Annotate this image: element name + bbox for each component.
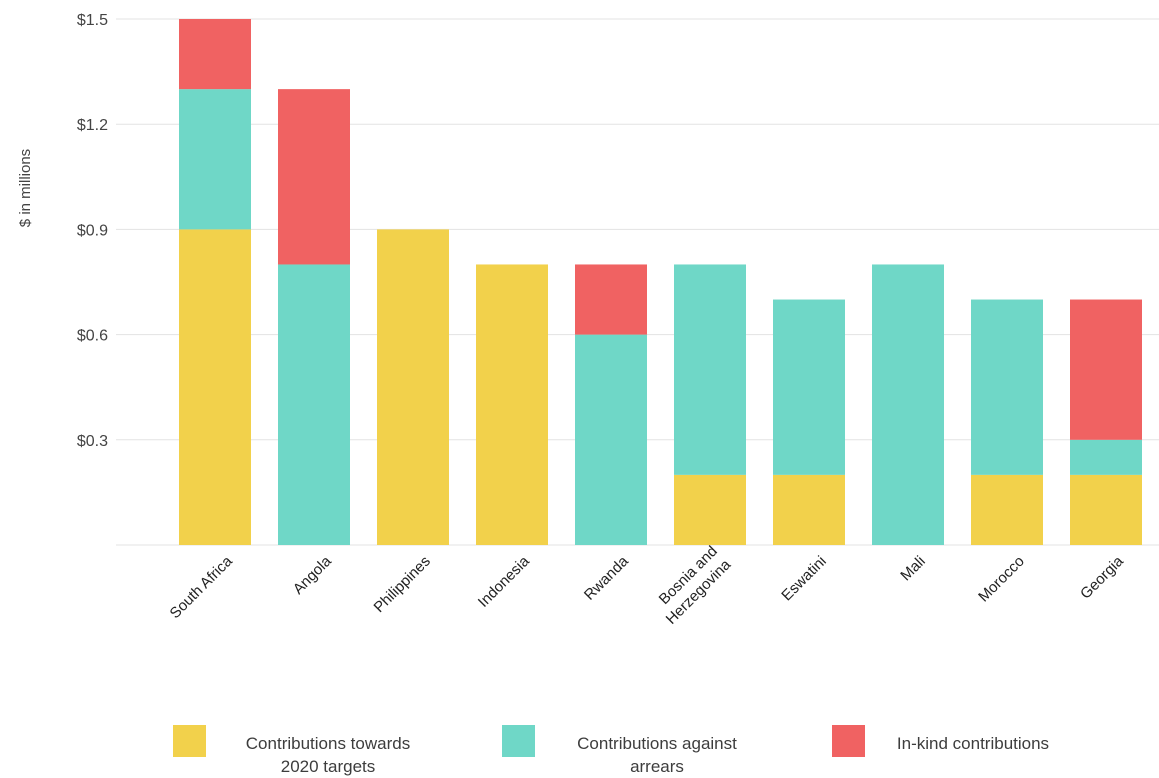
bar-segment [1070,474,1142,545]
bar-segment [773,299,845,475]
y-tick-label: $0.6 [77,328,108,345]
y-tick-labels: $0.3 $0.6 $0.9 $1.2 $1.5 [77,12,108,450]
x-category-label: Mali [897,553,928,584]
bar-segment [872,264,944,545]
x-category-label: Georgia [1077,552,1127,602]
x-category-label: Bosnia andHerzegovina [649,542,734,627]
bar-segment [575,334,647,545]
bar-segment [377,229,449,545]
legend-swatch [502,725,535,757]
x-category-label: Morocco [975,553,1028,606]
bar-segment [575,264,647,335]
bar-segment [1070,299,1142,440]
legend-item: Contributions towards 2020 targets [173,725,410,776]
bar-segment [179,229,251,545]
bar-segment [476,264,548,545]
bar-segment [971,474,1043,545]
bar-segment [773,474,845,545]
bar-segment [674,264,746,475]
legend-swatch [173,725,206,757]
bar-segment [674,474,746,545]
y-tick-label: $0.9 [77,222,108,239]
legend-label: Contributions against arrears [577,734,737,776]
x-category-label: Eswatini [778,553,830,605]
y-tick-label: $1.2 [77,117,108,134]
x-category-label: Angola [290,552,336,598]
bar-segment [1070,439,1142,475]
legend-label: Contributions towards 2020 targets [246,734,410,776]
legend-item: In-kind contributions [832,725,1049,757]
bar-segment [971,299,1043,475]
bar-segment [278,89,350,265]
y-axis-label: $ in millions [17,149,34,227]
y-tick-label: $1.5 [77,12,108,29]
x-category-label: Philippines [371,553,434,616]
bar-segment [278,264,350,545]
legend: Contributions towards 2020 targets Contrib… [173,725,1049,776]
legend-label: In-kind contributions [897,734,1049,753]
bars [179,19,1142,545]
legend-swatch [832,725,865,757]
x-category-labels: South Africa Angola Philippines Indonesia Rw… [167,542,1128,628]
x-category-label: South Africa [167,552,237,622]
x-category-label: Indonesia [475,552,533,610]
y-tick-label: $0.3 [77,433,108,450]
x-category-label: Rwanda [581,552,632,603]
legend-item: Contributions against arrears [502,725,737,776]
bar-segment [179,19,251,90]
bar-segment [179,89,251,230]
